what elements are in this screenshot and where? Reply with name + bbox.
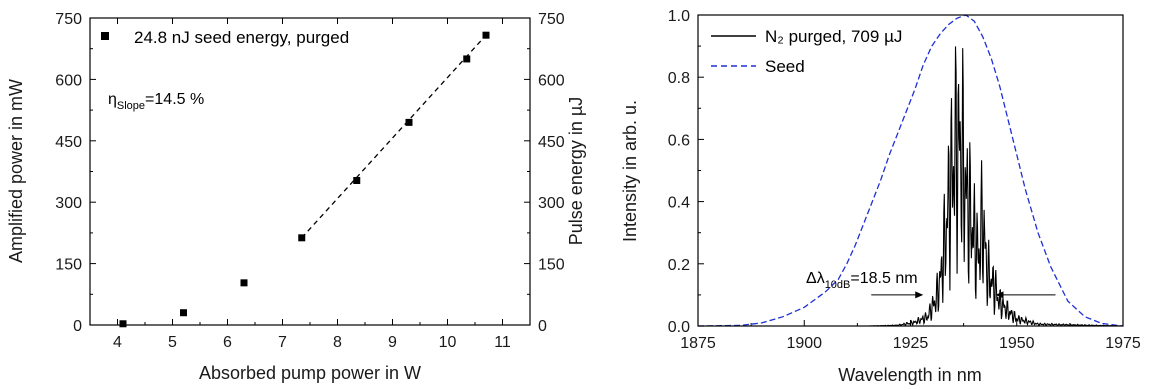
right-y-tick-label: 1.0 [668,8,690,25]
left-x-tick-label: 6 [223,334,232,351]
left-chart-marks [119,31,490,328]
right-y-tick-label: 0.8 [668,70,690,87]
seed-spectrum-line [697,14,1124,327]
left-x-tick-label: 10 [439,334,457,351]
left-x-tick-label: 7 [278,334,287,351]
right-x-tick-label: 1975 [1105,335,1141,352]
right-chart-ticks: 1875 1900 1925 1950 1975 0.0 0.2 0.4 0.6 0.8 1.0 [668,8,1141,352]
left-x-tick-label: 11 [494,334,511,351]
left-data-point [180,309,187,317]
left-data-point [482,31,490,39]
right-legend-label-seed: Seed [765,57,805,76]
left-y2-axis-label: Pulse energy in µJ [566,97,586,245]
left-y-tick-label: 600 [55,72,82,89]
left-slope-annotation: ηSlope=14.5 % [108,91,204,112]
left-y-axis-label: Amplified power in mW [6,79,26,263]
left-y2-tick-label: 150 [538,257,565,274]
bandwidth-annotation: Δλ10dB=18.5 nm [806,270,918,291]
left-data-point [119,320,127,328]
slope-value: =14.5 % [145,91,204,108]
right-x-tick-label: 1875 [680,335,716,352]
slope-subscript: Slope [117,100,145,112]
right-y-tick-label: 0.4 [668,195,690,212]
left-data-point [240,279,248,287]
right-y-tick-label: 0.6 [668,132,690,149]
right-chart: 1875 1900 1925 1950 1975 0.0 0.2 0.4 0.6 0.8 1.0 N… [620,8,1141,385]
left-y-tick-label: 750 [55,11,82,28]
left-y2-tick-label: 450 [538,134,565,151]
bandwidth-subscript: 10dB [825,279,851,291]
left-legend-marker [101,32,109,40]
left-y-tick-label: 0 [73,318,82,335]
bandwidth-arrows [871,291,1056,299]
right-x-tick-label: 1950 [999,335,1035,352]
right-x-tick-label: 1900 [786,335,822,352]
right-legend-label-purged: N₂ purged, 709 µJ [765,27,902,46]
bandwidth-arrowhead-left [915,291,924,299]
left-data-point [353,177,361,185]
left-chart: 4 5 6 7 8 9 10 11 0 150 300 450 600 750 0 150 300 450 600 7… [6,11,586,383]
left-x-tick-label: 8 [333,334,342,351]
left-y-tick-label: 450 [55,134,82,151]
right-y-axis-label: Intensity in arb. u. [620,100,640,242]
left-x-tick-label: 9 [388,334,397,351]
right-y-tick-label: 0.2 [668,257,690,274]
right-x-tick-label: 1925 [893,335,929,352]
left-data-point [405,118,413,126]
left-x-tick-label: 4 [113,334,122,351]
bandwidth-value: =18.5 nm [850,270,917,287]
left-y2-tick-label: 0 [538,318,547,335]
bandwidth-symbol: Δλ [806,270,825,287]
left-y2-tick-label: 750 [538,11,565,28]
left-legend-label: 24.8 nJ seed energy, purged [134,28,349,47]
left-fit-line [301,34,487,239]
bandwidth-arrowhead-right [995,291,1004,299]
left-plot-frame [89,17,531,326]
left-data-point [298,234,306,242]
right-y-tick-label: 0.0 [668,319,690,336]
right-x-axis-label: Wavelength in nm [838,365,981,385]
left-x-tick-label: 5 [168,334,177,351]
left-data-point [463,55,471,63]
left-y2-tick-label: 300 [538,195,565,212]
left-x-axis-label: Absorbed pump power in W [199,363,421,383]
left-chart-ticks: 4 5 6 7 8 9 10 11 0 150 300 450 600 750 0 150 300 450 600 7… [55,11,565,351]
slope-symbol: η [108,91,117,108]
left-y-tick-label: 150 [55,257,82,274]
left-y-tick-label: 300 [55,195,82,212]
left-y2-tick-label: 600 [538,72,565,89]
